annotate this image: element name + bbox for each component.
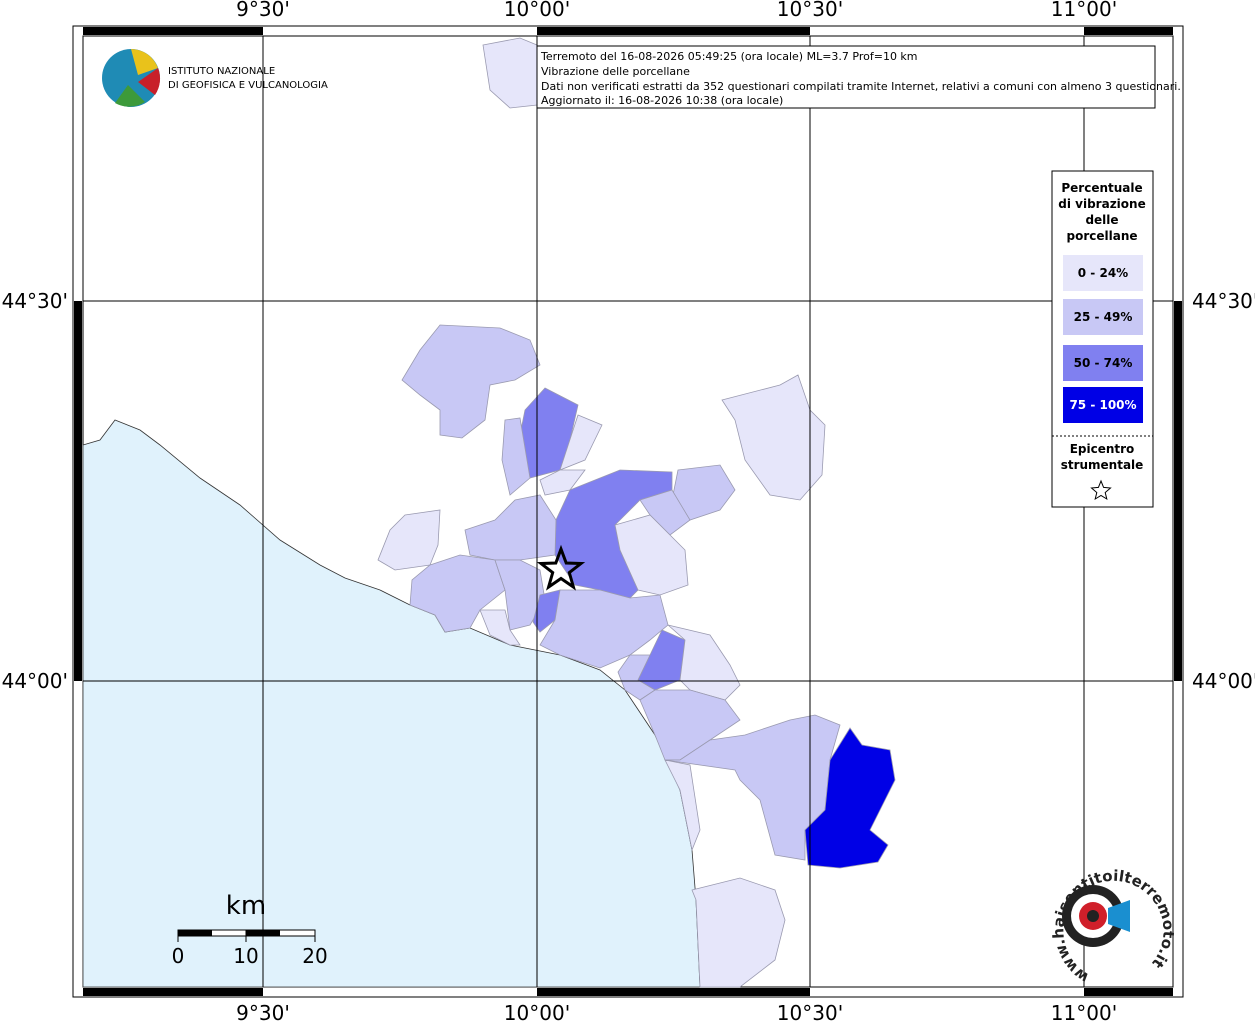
- legend-swatch: [1063, 299, 1143, 335]
- legend: Percentuale di vibrazione delle porcella…: [1051, 170, 1154, 508]
- legend-swatch: [1063, 255, 1143, 291]
- info-line: Dati non verificati estratti da 352 ques…: [541, 80, 1181, 93]
- legend-label: 75 - 100%: [1069, 398, 1136, 412]
- info-line: Aggiornato il: 16-08-2026 10:38 (ora loc…: [541, 94, 783, 107]
- lon-label: 10°00': [504, 0, 570, 21]
- legend-title: di vibrazione: [1058, 197, 1145, 211]
- legend-label: 25 - 49%: [1074, 310, 1133, 324]
- lat-label: 44°30': [1192, 289, 1255, 313]
- municipalities: [377, 37, 896, 988]
- legend-label: 50 - 74%: [1074, 356, 1133, 370]
- lon-label: 10°30': [777, 1001, 843, 1024]
- legend-title: Percentuale: [1061, 181, 1142, 195]
- scale-tick: 0: [172, 944, 185, 968]
- legend-swatch: [1063, 387, 1143, 423]
- lon-label: 9°30': [236, 0, 290, 21]
- lat-label: 44°00': [2, 669, 68, 693]
- scale-bar: km 0 10 20: [172, 891, 328, 968]
- epicentre-label: strumentale: [1061, 458, 1144, 472]
- scale-tick: 20: [302, 944, 327, 968]
- info-line: Vibrazione delle porcellane: [541, 65, 690, 78]
- lat-label: 44°00': [1192, 669, 1255, 693]
- lon-label: 10°30': [777, 0, 843, 21]
- lat-label: 44°30': [2, 289, 68, 313]
- lon-label: 9°30': [236, 1001, 290, 1024]
- frame-ticks: [74, 27, 1182, 996]
- logo-text: ISTITUTO NAZIONALE: [168, 66, 275, 77]
- epicentre-label: Epicentro: [1070, 442, 1135, 456]
- legend-swatch: [1063, 345, 1143, 381]
- legend-label: 0 - 24%: [1078, 266, 1128, 280]
- info-box: Terremoto del 16-08-2026 05:49:25 (ora l…: [536, 45, 1181, 109]
- info-line: Terremoto del 16-08-2026 05:49:25 (ora l…: [540, 50, 918, 63]
- scale-unit: km: [226, 891, 266, 921]
- legend-title: delle: [1085, 213, 1118, 227]
- ingv-logo: ISTITUTO NAZIONALE DI GEOFISICA E VULCAN…: [102, 49, 328, 107]
- logo-text: DI GEOFISICA E VULCANOLOGIA: [168, 80, 328, 91]
- legend-title: porcellane: [1066, 229, 1137, 243]
- epicentre: [536, 544, 586, 591]
- lon-label: 11°00': [1051, 0, 1117, 21]
- lon-label: 11°00': [1051, 1001, 1117, 1024]
- scale-tick: 10: [233, 944, 258, 968]
- lon-label: 10°00': [504, 1001, 570, 1024]
